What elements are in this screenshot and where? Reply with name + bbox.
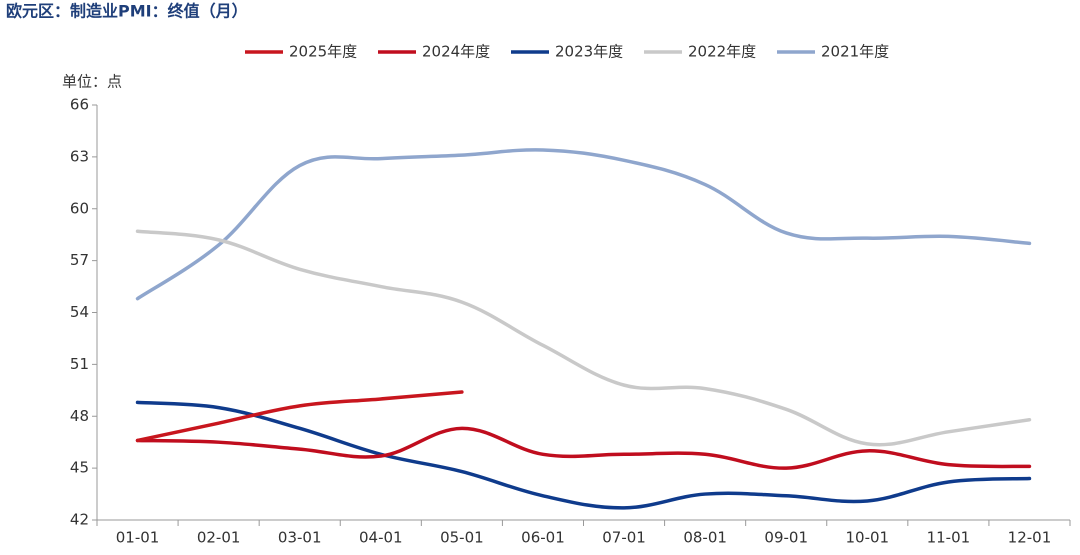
y-tick-label: 57 [70, 251, 89, 269]
y-tick-label: 60 [70, 199, 89, 217]
x-tick-label: 04-01 [359, 529, 403, 547]
x-tick-label: 09-01 [764, 529, 808, 547]
legend-label: 2023年度 [555, 43, 623, 61]
y-tick-label: 48 [70, 407, 89, 425]
series-line [135, 390, 464, 443]
x-tick-label: 01-01 [116, 529, 160, 547]
series-line [135, 148, 1032, 301]
series-line [135, 426, 1032, 470]
x-tick-label: 10-01 [845, 529, 889, 547]
x-tick-label: 05-01 [440, 529, 484, 547]
x-tick-label: 02-01 [197, 529, 241, 547]
legend-label: 2021年度 [821, 43, 889, 61]
y-tick-label: 63 [70, 147, 89, 165]
x-tick-label: 03-01 [278, 529, 322, 547]
x-tick-label: 06-01 [521, 529, 565, 547]
y-axis-label: 单位：点 [62, 73, 122, 91]
x-tick-label: 11-01 [927, 529, 971, 547]
y-tick-label: 51 [70, 355, 89, 373]
x-tick-label: 12-01 [1008, 529, 1052, 547]
y-tick-label: 66 [70, 96, 89, 114]
legend-label: 2022年度 [688, 43, 756, 61]
x-tick-label: 08-01 [683, 529, 727, 547]
x-tick-label: 07-01 [602, 529, 646, 547]
y-tick-label: 42 [70, 511, 89, 529]
y-tick-label: 54 [70, 303, 89, 321]
legend-label: 2025年度 [289, 43, 357, 61]
legend-label: 2024年度 [422, 43, 490, 61]
y-tick-label: 45 [70, 459, 89, 477]
chart-title: 欧元区：制造业PMI：终值（月） [6, 2, 248, 21]
series-line [135, 400, 1032, 510]
series-line [135, 229, 1032, 447]
